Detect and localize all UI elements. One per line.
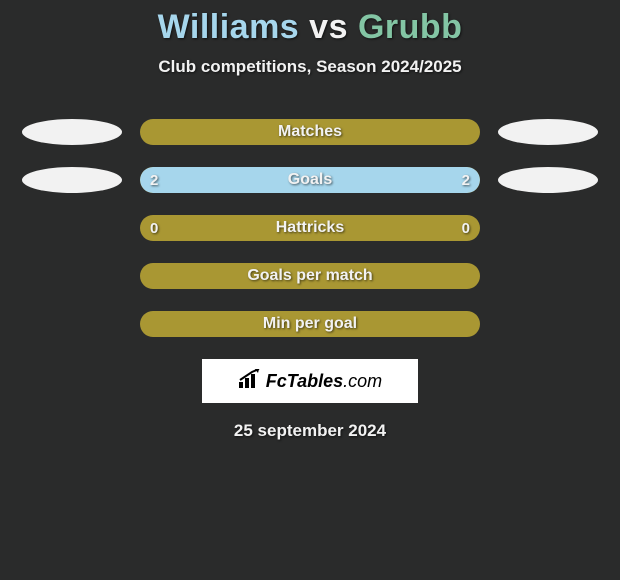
left-spacer [22, 263, 122, 289]
stats-rows: Matches 2 2 Goals 0 0 Hattricks Goals per match… [0, 119, 620, 337]
right-spacer [498, 263, 598, 289]
logo-box[interactable]: FcTables.com [202, 359, 418, 403]
stat-right-value: 0 [462, 220, 470, 237]
left-spacer [22, 215, 122, 241]
subtitle: Club competitions, Season 2024/2025 [0, 57, 620, 77]
stat-row: Matches [0, 119, 620, 145]
left-ellipse [22, 167, 122, 193]
stat-label: Hattricks [276, 219, 344, 237]
right-ellipse [498, 167, 598, 193]
stat-bar: Matches [140, 119, 480, 145]
stat-label: Min per goal [263, 315, 357, 333]
stat-label: Matches [278, 123, 342, 141]
page-title: Williams vs Grubb [0, 8, 620, 47]
stat-right-value: 2 [462, 172, 470, 189]
left-ellipse [22, 119, 122, 145]
stat-label: Goals per match [247, 267, 372, 285]
stat-label: Goals [288, 171, 332, 189]
date: 25 september 2024 [0, 421, 620, 441]
stat-row: 2 2 Goals [0, 167, 620, 193]
stat-row: 0 0 Hattricks [0, 215, 620, 241]
stat-bar: 0 0 Hattricks [140, 215, 480, 241]
stat-bar: 2 2 Goals [140, 167, 480, 193]
bar-fill-left [140, 167, 310, 193]
left-spacer [22, 311, 122, 337]
stat-row: Goals per match [0, 263, 620, 289]
stat-bar: Goals per match [140, 263, 480, 289]
logo-light: .com [343, 371, 382, 391]
comparison-card: Williams vs Grubb Club competitions, Sea… [0, 0, 620, 441]
vs-text: vs [299, 8, 358, 46]
player1-name: Williams [158, 8, 300, 46]
stat-left-value: 2 [150, 172, 158, 189]
right-spacer [498, 311, 598, 337]
right-ellipse [498, 119, 598, 145]
stat-left-value: 0 [150, 220, 158, 237]
player2-name: Grubb [358, 8, 462, 46]
stat-bar: Min per goal [140, 311, 480, 337]
bar-fill-right [310, 167, 480, 193]
stat-row: Min per goal [0, 311, 620, 337]
chart-icon [238, 369, 262, 394]
logo-text: FcTables.com [266, 371, 382, 392]
logo-bold: FcTables [266, 371, 343, 391]
right-spacer [498, 215, 598, 241]
